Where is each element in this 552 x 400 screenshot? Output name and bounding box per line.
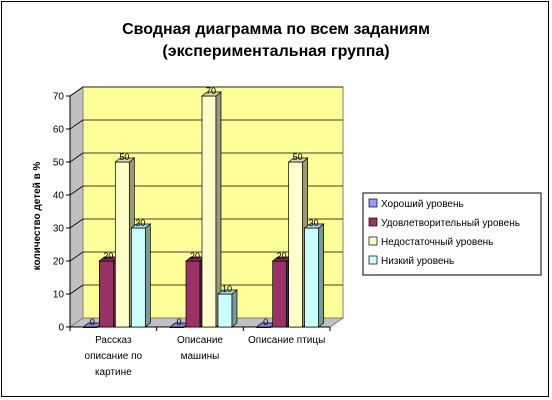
legend-entry-2: Удовлетворительный уровень [381, 218, 520, 229]
bar-top [217, 289, 238, 295]
bar-2-cat-3 [272, 260, 288, 328]
data-label: 50 [119, 152, 129, 162]
gridline-side [69, 284, 84, 295]
bar-side [318, 223, 325, 328]
chart-title-line-1: Сводная диаграмма по всем заданиям [122, 21, 430, 38]
bar-2-cat-2 [185, 260, 201, 328]
legend-entry-3: Недостаточный уровень [381, 237, 493, 248]
data-label: 20 [103, 251, 113, 261]
bar-top [130, 223, 152, 229]
bar-4-cat-2 [217, 293, 233, 328]
gridline-side [69, 185, 84, 196]
y-axis-label: количество детей в % [32, 161, 43, 270]
bar-3-cat-1 [114, 161, 130, 328]
category-label: картине [95, 367, 132, 378]
category-label: машины [181, 351, 220, 362]
chart-title-line-2: (экспериментальная группа) [162, 43, 389, 60]
plot-area: 0 10 20 30 40 50 60 70 0 20 50 30 Рассказ описание по… [53, 86, 345, 378]
bar-4-cat-1 [130, 227, 146, 328]
data-label: 30 [135, 218, 145, 228]
legend: Хороший уровень Удовлетворительный уровен… [362, 192, 542, 276]
data-label: 0 [90, 317, 95, 327]
bar-3-cat-3 [288, 161, 304, 328]
gridline-side [69, 86, 84, 97]
category-label: Рассказ [95, 335, 132, 346]
category-label: Описание птицы [248, 335, 325, 346]
category-label: описание по [85, 351, 143, 362]
bar-side [231, 289, 238, 328]
gridline-side [69, 251, 84, 262]
bar-top [303, 223, 325, 229]
bar-4-cat-3 [304, 227, 320, 328]
legend-swatch-1 [368, 198, 378, 208]
data-label: 30 [309, 218, 319, 228]
bar-3-cat-2 [201, 95, 217, 328]
gridline-side [69, 152, 84, 163]
bar-side [144, 223, 151, 328]
y-tick-label: 10 [53, 290, 65, 301]
y-tick-label: 0 [58, 323, 64, 334]
data-label: 50 [293, 152, 303, 162]
side-wall [69, 86, 84, 328]
y-tick-label: 30 [53, 224, 65, 235]
data-label: 70 [206, 86, 216, 96]
legend-box [362, 192, 542, 276]
bar-top [287, 157, 309, 163]
legend-swatch-2 [368, 217, 378, 227]
category-label: Описание [177, 335, 223, 346]
legend-entry-1: Хороший уровень [381, 199, 464, 210]
data-label: 0 [176, 317, 181, 327]
y-tick-label: 70 [53, 92, 65, 103]
legend-swatch-3 [368, 236, 378, 246]
bar-top [201, 91, 222, 97]
gridline-side [69, 119, 84, 130]
data-label: 0 [263, 317, 268, 327]
bar-top [114, 157, 136, 163]
legend-swatch-4 [368, 255, 378, 265]
gridline-side [69, 218, 84, 229]
data-label: 20 [277, 251, 287, 261]
bar-2-cat-1 [98, 260, 114, 328]
y-tick-label: 60 [53, 125, 65, 136]
data-label: 20 [190, 251, 200, 261]
legend-entry-4: Низкий уровень [381, 256, 454, 267]
y-tick-label: 50 [53, 158, 65, 169]
bar-side [215, 91, 222, 328]
y-tick-label: 20 [53, 257, 65, 268]
data-label: 10 [222, 284, 232, 294]
y-tick-label: 40 [53, 191, 65, 202]
